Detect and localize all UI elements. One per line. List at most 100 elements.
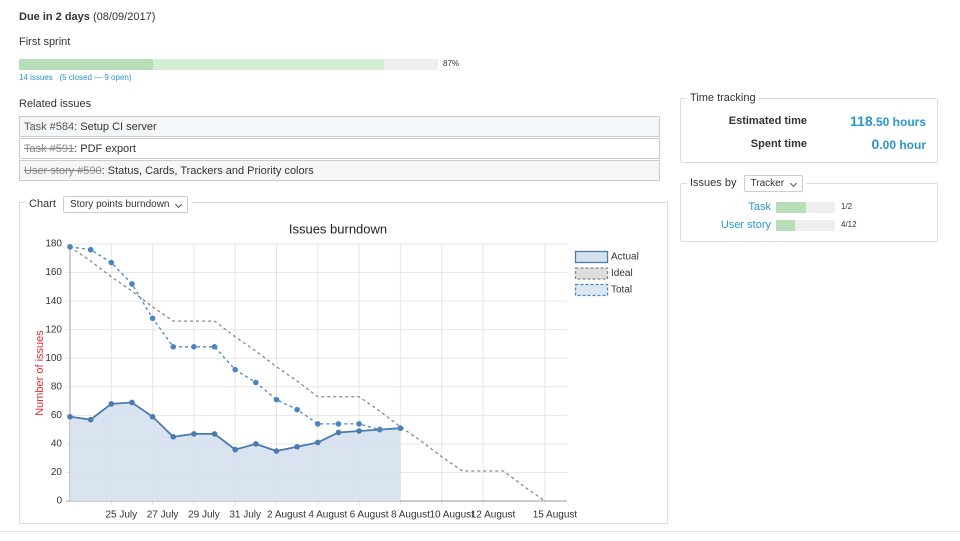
- time-value: 0.00 hour: [872, 136, 926, 152]
- x-tick-label: 31 July: [229, 510, 261, 521]
- point: [397, 425, 404, 431]
- issue-link[interactable]: User story #590: [24, 165, 102, 177]
- point: [356, 421, 362, 427]
- issue-link[interactable]: Task #591: [24, 143, 75, 155]
- y-tick-label: 140: [45, 296, 62, 307]
- issues-count: 14 issues (5 closed — 9 open): [19, 73, 132, 82]
- progress-bar: [19, 59, 438, 70]
- due-date: (08/09/2017): [92, 11, 156, 23]
- issue-link[interactable]: Task #584: [24, 121, 75, 133]
- issues-by-select[interactable]: Tracker: [743, 175, 804, 192]
- point: [129, 399, 135, 406]
- y-tick-label: 80: [51, 381, 63, 392]
- y-tick-label: 100: [45, 353, 62, 364]
- point: [273, 448, 280, 454]
- tracker-count: 4/12: [841, 220, 857, 229]
- related-row: Task #584: Setup CI server: [19, 116, 660, 137]
- issue-subject: : Status, Cards, Trackers and Priority c…: [101, 165, 314, 177]
- point: [315, 439, 321, 446]
- point: [149, 315, 156, 322]
- related-title: Related issues: [19, 98, 92, 110]
- y-tick-label: 120: [45, 324, 62, 335]
- due: Due in 2 days: [19, 11, 90, 23]
- chart-select[interactable]: Story points burndown: [62, 196, 189, 213]
- chart-legend-text: Chart: [29, 198, 56, 210]
- time-value: 118.50 hours: [850, 113, 926, 129]
- y-tick-label: 0: [56, 496, 62, 507]
- legend-label: Total: [611, 285, 632, 296]
- point: [356, 428, 362, 434]
- time-int: 0: [871, 136, 880, 152]
- issues-by-label: Issues by: [690, 177, 737, 189]
- x-tick-label: 27 July: [147, 510, 179, 521]
- chart-legend: Chart Story points burndown: [26, 194, 192, 213]
- point: [191, 431, 197, 437]
- point: [294, 443, 300, 450]
- point: [376, 426, 383, 433]
- tracker-count: 1/2: [841, 202, 853, 211]
- x-tick-label: 29 July: [188, 510, 220, 521]
- progress-closed: [19, 59, 154, 70]
- issue-subject: : Setup CI server: [74, 121, 157, 133]
- point: [232, 446, 238, 453]
- related-row: User story #590: Status, Cards, Trackers…: [19, 160, 660, 181]
- related-row: Task #591: PDF export: [19, 138, 660, 159]
- due-line: Due in 2 days (08/09/2017): [19, 11, 155, 23]
- time-label: Estimated time: [728, 115, 807, 127]
- y-tick-label: 40: [51, 439, 63, 450]
- issues-by: [680, 183, 938, 242]
- legend-label: Ideal: [611, 268, 633, 279]
- legend-label: Actual: [611, 252, 639, 263]
- x-tick-label: 25 July: [105, 510, 137, 521]
- y-tick-label: 160: [45, 267, 62, 278]
- time-label: Spent time: [750, 138, 807, 150]
- y-tick-label: 20: [51, 467, 63, 478]
- tracker-link[interactable]: Task: [748, 201, 771, 213]
- x-tick-label: 8 August: [391, 510, 430, 521]
- y-axis-label: Number of issues: [34, 330, 46, 416]
- point: [67, 413, 73, 420]
- legend-swatch: [574, 283, 609, 297]
- y-tick-label: 180: [45, 239, 62, 250]
- point: [149, 413, 156, 420]
- point: [170, 433, 177, 440]
- tracker-bar-done: [776, 202, 806, 213]
- point: [87, 416, 94, 423]
- point: [253, 441, 259, 447]
- legend-swatch: [574, 250, 609, 264]
- point: [335, 429, 342, 436]
- tracker-bar: [776, 202, 835, 213]
- point: [108, 259, 115, 266]
- time-unit: .00 hour: [879, 138, 926, 152]
- issues-detail[interactable]: (5 closed — 9 open): [59, 73, 132, 82]
- time-unit: .50 hours: [872, 115, 926, 129]
- issues-by-title: Issues by Tracker: [687, 175, 807, 192]
- x-tick-label: 2 August: [267, 510, 306, 521]
- point: [211, 344, 218, 350]
- point: [273, 396, 280, 403]
- issue-subject: : PDF export: [74, 143, 136, 155]
- issues-link[interactable]: 14 issues: [19, 73, 53, 82]
- point: [294, 406, 300, 413]
- x-tick-label: 10 August: [429, 510, 474, 521]
- tracker-bar: [776, 220, 835, 231]
- point: [211, 431, 218, 437]
- point: [108, 401, 115, 407]
- version-name: First sprint: [19, 36, 71, 48]
- point: [87, 246, 94, 253]
- point: [191, 344, 197, 350]
- legend-swatch: [574, 267, 609, 280]
- time-int: 118: [850, 113, 873, 129]
- point: [315, 421, 321, 427]
- point: [253, 379, 259, 386]
- tracker-bar-done: [776, 220, 796, 231]
- tracker-link[interactable]: User story: [720, 219, 771, 231]
- line: [69, 246, 546, 502]
- point: [129, 281, 135, 287]
- point: [170, 344, 177, 350]
- chart-box: [19, 202, 668, 524]
- point: [67, 244, 73, 250]
- x-tick-label: 6 August: [350, 510, 389, 521]
